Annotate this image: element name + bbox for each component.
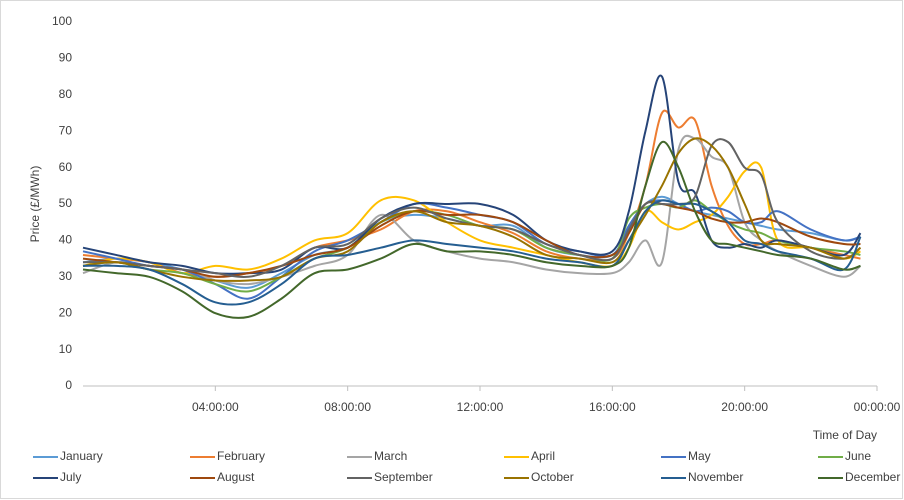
line-series xyxy=(82,161,861,275)
legend-label: March xyxy=(374,449,407,463)
y-tick-label: 100 xyxy=(52,14,72,28)
x-tick-label: 04:00:00 xyxy=(192,400,239,414)
y-tick-label: 80 xyxy=(59,87,73,101)
y-tick-label: 30 xyxy=(59,269,73,283)
x-axis-label: Time of Day xyxy=(813,428,877,442)
line-series xyxy=(82,199,861,293)
legend-label: September xyxy=(374,470,433,484)
line-series xyxy=(82,137,862,282)
y-tick-label: 50 xyxy=(59,196,73,210)
y-tick-label: 90 xyxy=(59,51,73,65)
y-tick-label: 10 xyxy=(59,342,73,356)
x-tick-label: 00:00:00 xyxy=(854,400,901,414)
legend-label: December xyxy=(845,470,900,484)
x-tick-label: 12:00:00 xyxy=(457,400,504,414)
x-tick-label: 20:00:00 xyxy=(721,400,768,414)
y-tick-label: 70 xyxy=(59,123,73,137)
legend-label: January xyxy=(60,449,103,463)
legend-label: June xyxy=(845,449,871,463)
legend-label: May xyxy=(688,449,711,463)
y-tick-label: 0 xyxy=(65,378,72,392)
legend-label: October xyxy=(531,470,574,484)
y-axis-label: Price (£/MWh) xyxy=(28,166,42,243)
y-tick-label: 40 xyxy=(59,233,73,247)
y-tick-label: 20 xyxy=(59,305,73,319)
legend-label: August xyxy=(217,470,255,484)
legend-label: July xyxy=(60,470,81,484)
x-tick-label: 16:00:00 xyxy=(589,400,636,414)
line-series xyxy=(82,140,861,319)
legend-label: April xyxy=(531,449,555,463)
line-series xyxy=(82,199,862,306)
legend-label: November xyxy=(688,470,743,484)
line-series xyxy=(82,138,862,279)
x-tick-label: 08:00:00 xyxy=(324,400,371,414)
legend-label: February xyxy=(217,449,265,463)
line-series xyxy=(82,200,861,278)
y-tick-label: 60 xyxy=(59,160,73,174)
